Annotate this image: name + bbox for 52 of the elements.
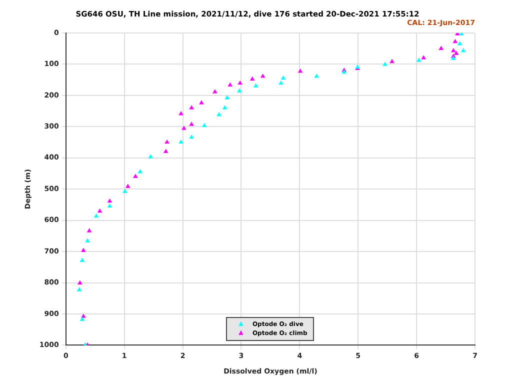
point	[138, 170, 142, 174]
point	[77, 288, 82, 292]
point	[85, 238, 90, 242]
point	[390, 59, 394, 64]
point	[81, 314, 86, 318]
point	[98, 208, 102, 213]
point	[237, 88, 242, 92]
point	[421, 56, 426, 60]
point	[228, 82, 232, 87]
point	[148, 154, 153, 158]
point	[164, 140, 170, 144]
point	[222, 106, 227, 110]
point	[260, 74, 265, 78]
point	[80, 317, 84, 321]
point	[454, 51, 458, 56]
point	[458, 42, 462, 46]
point	[382, 62, 388, 66]
point	[164, 149, 168, 154]
point	[438, 46, 444, 50]
point	[80, 258, 84, 262]
point	[78, 280, 82, 284]
point	[126, 184, 130, 188]
point	[212, 90, 218, 94]
point	[202, 123, 207, 128]
point	[199, 100, 204, 104]
point	[298, 69, 302, 73]
point	[225, 96, 230, 100]
point	[133, 174, 138, 178]
point	[122, 189, 128, 193]
point	[452, 39, 458, 44]
point	[189, 134, 194, 139]
point	[461, 48, 466, 52]
point	[254, 84, 258, 88]
point	[178, 111, 184, 116]
point	[189, 106, 194, 110]
point	[250, 76, 254, 81]
point	[108, 198, 112, 203]
point	[451, 48, 456, 52]
point	[281, 76, 286, 80]
point	[182, 126, 186, 130]
point	[451, 56, 456, 60]
point	[94, 214, 98, 218]
point	[81, 248, 86, 252]
point	[87, 228, 92, 232]
point	[416, 58, 422, 62]
point	[178, 140, 184, 144]
point	[278, 80, 284, 85]
point	[216, 112, 222, 116]
point	[238, 80, 242, 85]
point	[108, 204, 112, 208]
point	[314, 74, 319, 78]
point	[189, 122, 194, 126]
